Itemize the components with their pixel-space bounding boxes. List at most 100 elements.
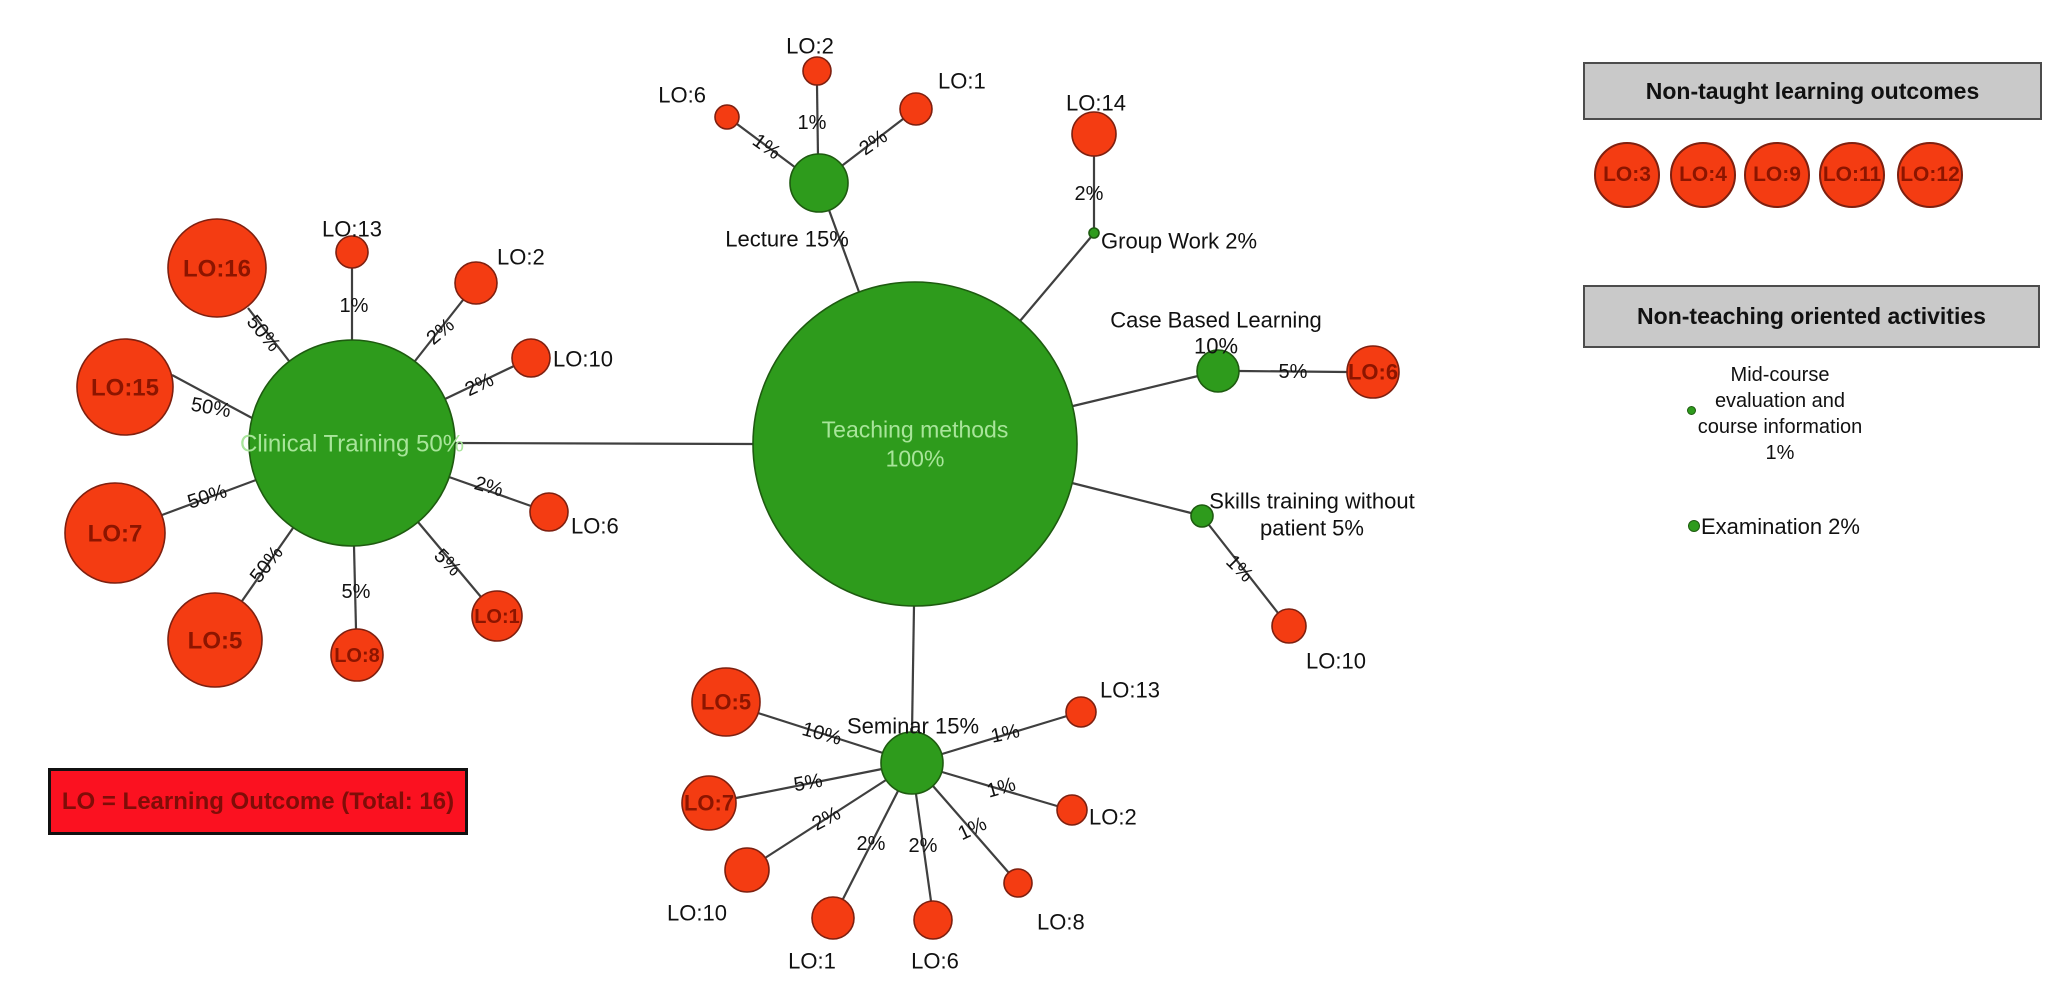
non-taught-outcome-circle: LO:9: [1744, 142, 1810, 208]
node-label-g14: LO:14: [1066, 91, 1126, 116]
edge-label-clinical-c13: 1%: [340, 295, 369, 317]
edge-seminar-m6: [914, 793, 933, 902]
node-s10: [1271, 608, 1307, 644]
node-label-b6: LO:6: [1348, 360, 1398, 385]
node-c6: [529, 492, 569, 532]
edge-teaching-seminar: [910, 605, 916, 733]
node-label-m13: LO:13: [1100, 678, 1160, 703]
edge-label-lecture-l6: 1%: [748, 130, 784, 165]
node-label-s10: LO:10: [1306, 649, 1366, 674]
node-label-teaching: Teaching methods: [822, 417, 1009, 443]
node-m6: [913, 900, 953, 940]
edge-label-clinical-c6: 2%: [472, 472, 506, 501]
edge-clinical-teaching: [454, 441, 754, 446]
node-m8: [1003, 868, 1033, 898]
node-label-c13: LO:13: [322, 217, 382, 242]
edge-clinical-c2: [414, 299, 464, 362]
mid-course-line: evaluation and: [1714, 390, 1846, 412]
lo-legend-text: LO = Learning Outcome (Total: 16): [61, 787, 455, 815]
node-label-c2: LO:2: [497, 245, 545, 270]
node-label-teaching: 100%: [886, 446, 945, 472]
edge-clinical-c5: [241, 527, 294, 602]
edge-label-clinical-c1: 5%: [429, 545, 465, 581]
node-label-skills: patient 5%: [1260, 516, 1364, 541]
edge-label-seminar-m6: 2%: [909, 835, 938, 857]
node-c8: [330, 628, 384, 682]
node-label-c1: LO:1: [474, 606, 520, 628]
node-label-cbl: 10%: [1194, 334, 1238, 359]
mid-course-item: Mid-course evaluation and course informa…: [1660, 362, 1900, 466]
edge-clinical-c10: [444, 365, 515, 400]
edge-lecture-l2: [815, 84, 820, 158]
mid-course-line: 1%: [1765, 442, 1795, 464]
node-label-l1: LO:1: [938, 69, 986, 94]
edge-label-clinical-c8: 5%: [342, 581, 371, 603]
edge-clinical-c6: [448, 475, 532, 508]
node-label-m1: LO:1: [788, 949, 836, 974]
edge-clinical-c7: [161, 478, 257, 517]
node-label-lecture: Lecture 15%: [725, 227, 849, 252]
node-m5: [691, 667, 761, 737]
node-c5: [167, 592, 263, 688]
node-label-seminar: Seminar 15%: [847, 714, 979, 739]
node-clinical: [248, 339, 456, 547]
edge-label-clinical-c10: 2%: [462, 369, 498, 401]
node-m13: [1065, 696, 1097, 728]
edge-teaching-skills: [1071, 481, 1192, 515]
edge-seminar-m2: [941, 770, 1058, 808]
mid-course-line: course information: [1697, 416, 1863, 438]
node-label-m6: LO:6: [911, 949, 959, 974]
node-cbl: [1196, 349, 1240, 393]
edge-teaching-cbl: [1072, 374, 1199, 408]
node-label-groupwork: Group Work 2%: [1101, 229, 1257, 254]
edge-teaching-lecture: [827, 209, 861, 293]
edge-lecture-l1: [838, 118, 904, 169]
edge-label-clinical-c5: 50%: [246, 542, 288, 587]
node-label-c7: LO:7: [88, 520, 143, 547]
non-taught-outcome-circle: LO:11: [1819, 142, 1885, 208]
node-teaching: [752, 281, 1078, 607]
node-lecture: [789, 153, 849, 213]
node-seminar: [880, 731, 944, 795]
edge-label-clinical-c15: 50%: [189, 394, 232, 423]
non-taught-panel-header: Non-taught learning outcomes: [1583, 62, 2042, 120]
non-taught-outcome-circle: LO:4: [1670, 142, 1736, 208]
edge-label-cbl-b6: 5%: [1279, 361, 1308, 383]
node-label-l2: LO:2: [786, 34, 834, 59]
edge-label-groupwork-g14: 2%: [1075, 183, 1104, 205]
edge-seminar-m7: [735, 767, 883, 800]
node-label-c16: LO:16: [183, 255, 251, 282]
node-c15: [76, 338, 174, 436]
mid-course-line: Mid-course: [1730, 364, 1830, 386]
node-m7: [681, 775, 737, 831]
node-groupwork: [1088, 227, 1100, 239]
node-label-c6: LO:6: [571, 514, 619, 539]
examination-item: Examination 2%: [1701, 514, 1860, 539]
non-taught-outcome-circle: LO:3: [1594, 142, 1660, 208]
node-label-m8: LO:8: [1037, 910, 1085, 935]
edge-teaching-groupwork: [1019, 236, 1092, 322]
edge-seminar-m13: [941, 714, 1068, 756]
node-g14: [1071, 111, 1117, 157]
non-taught-outcome-circle: LO:12: [1897, 142, 1963, 208]
edge-label-clinical-c16: 50%: [242, 311, 285, 356]
non-teaching-panel-title: Non-teaching oriented activities: [1637, 303, 1986, 329]
edge-seminar-m5: [757, 711, 884, 755]
node-label-c5: LO:5: [188, 627, 243, 654]
node-c10: [511, 338, 551, 378]
node-m1: [811, 896, 855, 940]
edge-label-seminar-m2: 1%: [984, 773, 1018, 802]
edge-label-seminar-m1: 2%: [857, 833, 886, 855]
edge-label-seminar-m13: 1%: [989, 720, 1022, 748]
node-label-m10: LO:10: [667, 901, 727, 926]
edge-label-seminar-m5: 10%: [800, 718, 845, 750]
edge-clinical-c16: [247, 307, 290, 362]
node-label-clinical: Clinical Training 50%: [240, 430, 464, 457]
node-skills: [1190, 504, 1214, 528]
node-c2: [454, 261, 498, 305]
edge-cbl-b6: [1238, 369, 1348, 374]
edge-label-seminar-m10: 2%: [809, 802, 845, 835]
edge-lecture-l6: [736, 123, 797, 169]
node-label-c15: LO:15: [91, 374, 159, 401]
